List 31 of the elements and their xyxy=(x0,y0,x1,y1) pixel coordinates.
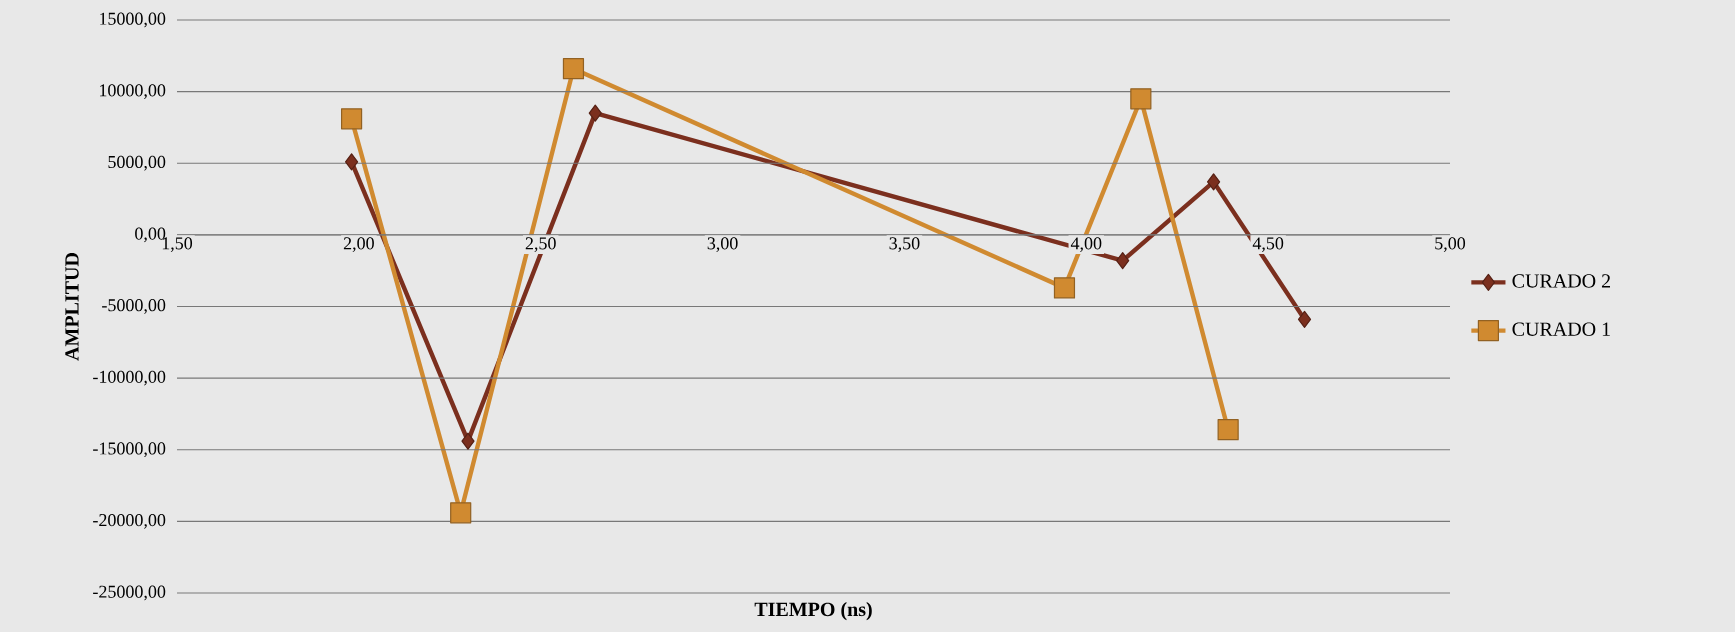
point xyxy=(1206,173,1221,191)
point xyxy=(450,502,472,524)
point xyxy=(1130,88,1152,110)
x-tick-label: 3,50 xyxy=(889,237,920,252)
x-tick-label: 4,50 xyxy=(1252,237,1284,252)
point xyxy=(1116,252,1130,270)
y-tick-label: -10000,00 xyxy=(93,370,166,386)
point xyxy=(1297,310,1312,328)
point xyxy=(344,153,359,171)
y-tick-label: 5000,00 xyxy=(108,155,166,171)
point xyxy=(588,104,602,122)
x-tick-label: 2,00 xyxy=(343,237,374,252)
point xyxy=(1053,277,1076,299)
y-tick-label: -20000,00 xyxy=(93,513,166,529)
x-axis-title: TIEMPO (ns) xyxy=(754,602,872,621)
point xyxy=(340,108,363,130)
point xyxy=(461,432,475,450)
y-tick-label: -5000,00 xyxy=(102,299,166,314)
x-tick-label: 4,00 xyxy=(1070,237,1102,252)
point xyxy=(562,58,585,80)
y-tick-label: -25000,00 xyxy=(93,585,166,601)
legend-label: CURADO 2 xyxy=(1512,274,1610,288)
y-tick-label: 15000,00 xyxy=(100,12,166,28)
legend-label: CURADO 1 xyxy=(1512,322,1610,336)
y-axis-title: AMPLITUD xyxy=(65,253,79,361)
x-tick-label: 5,00 xyxy=(1435,237,1466,252)
y-tick-label: 10000,00 xyxy=(100,84,166,99)
point xyxy=(1217,419,1239,441)
x-tick-label: 3,00 xyxy=(707,237,738,252)
x-tick-label: 2,50 xyxy=(525,237,556,252)
y-tick-label: -15000,00 xyxy=(93,442,166,458)
